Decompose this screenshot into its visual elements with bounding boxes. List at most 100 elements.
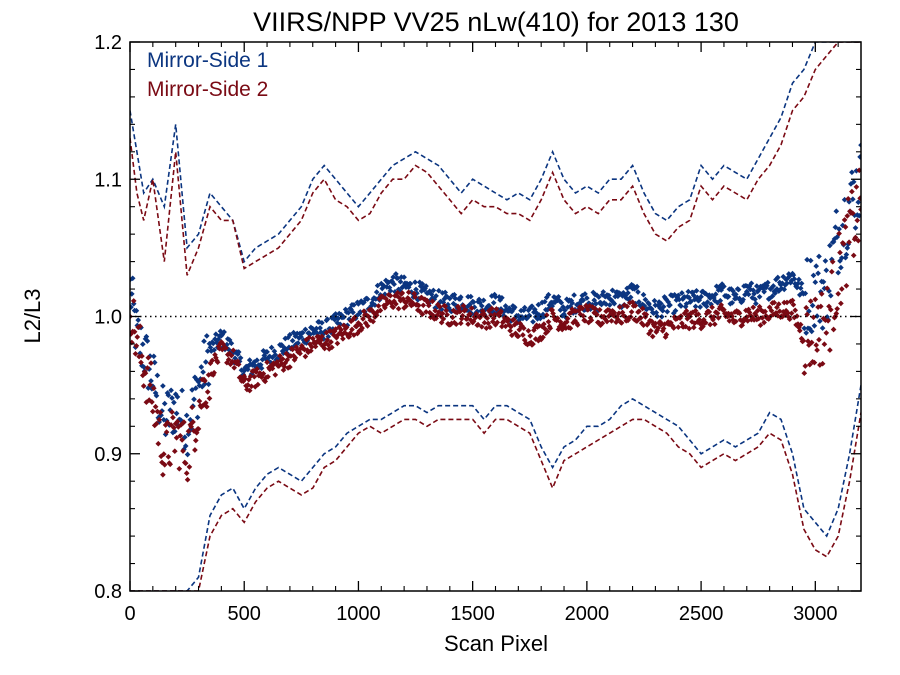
series-2-point xyxy=(639,305,646,312)
series-2-point xyxy=(180,448,186,454)
series-1-point xyxy=(205,381,212,388)
series-1-point xyxy=(571,292,577,298)
series-2-point xyxy=(833,310,840,317)
series-2-point xyxy=(817,303,824,310)
series-2-point xyxy=(203,403,210,410)
series-2-point xyxy=(515,333,522,340)
series-2-point xyxy=(840,240,847,247)
series-1-point xyxy=(802,290,809,297)
series-1-point xyxy=(651,297,658,304)
series-1-point xyxy=(595,294,602,300)
series-2-point xyxy=(771,299,778,306)
series-2-point xyxy=(395,305,402,312)
series-1-point xyxy=(798,280,805,287)
series-1-point xyxy=(838,264,844,271)
series-2-point xyxy=(165,453,172,460)
series-2-point xyxy=(152,403,159,410)
series-2-point xyxy=(130,298,137,304)
series-1-point xyxy=(822,258,829,264)
series-2-point xyxy=(325,342,332,348)
series-1-point xyxy=(611,300,618,307)
series-2-point xyxy=(647,327,654,334)
series-1-point xyxy=(148,378,154,384)
series-2-point xyxy=(812,296,819,303)
series-2-point xyxy=(837,249,843,256)
series-2-point xyxy=(604,318,610,325)
series-2-point xyxy=(457,320,464,327)
series-2-point xyxy=(179,437,185,443)
series-1-point xyxy=(161,400,168,407)
series-2-point xyxy=(185,428,192,435)
series-2-point xyxy=(189,404,195,411)
series-2-point xyxy=(775,301,782,307)
series-2-point xyxy=(520,325,527,332)
series-2-point xyxy=(297,350,303,357)
series-2-point xyxy=(599,320,606,327)
series-2-point xyxy=(624,303,630,310)
x-tick-label: 1000 xyxy=(336,603,381,625)
series-1-point xyxy=(467,293,474,300)
series-1-point xyxy=(407,280,414,287)
series-1-point xyxy=(627,294,634,301)
series-1-point xyxy=(299,329,306,336)
series-2-point xyxy=(279,356,286,362)
series-1-point xyxy=(659,307,666,314)
series-1-point xyxy=(833,208,840,215)
series-2-point xyxy=(360,316,366,322)
series-2-point xyxy=(211,369,217,376)
series-1-point xyxy=(803,330,810,336)
series-2-point xyxy=(289,346,296,353)
series-2-point xyxy=(338,326,344,333)
series-2-point xyxy=(690,324,697,331)
series-2-point xyxy=(399,290,406,296)
series-1-point xyxy=(654,313,661,320)
series-2-point xyxy=(302,353,309,360)
series-2-point xyxy=(753,312,759,319)
series-2-point xyxy=(768,307,775,314)
series-2-point xyxy=(788,310,795,317)
series-2-point xyxy=(186,464,193,470)
series-2-point xyxy=(425,302,432,309)
series-1-point xyxy=(774,274,781,281)
series-2-point xyxy=(169,409,175,415)
series-1-point xyxy=(781,286,788,293)
series-2-point xyxy=(821,341,828,348)
series-2-point xyxy=(131,328,138,335)
series-1-point xyxy=(446,295,453,302)
series-1-point xyxy=(664,308,671,315)
series-2-point xyxy=(797,321,804,328)
series-2-point xyxy=(838,286,845,292)
series-1-point xyxy=(857,154,861,160)
series-1-point xyxy=(808,328,815,335)
series-1-point xyxy=(511,304,518,311)
series-1-point xyxy=(237,355,244,361)
series-1-point xyxy=(232,355,238,362)
series-2-point xyxy=(214,359,221,366)
series-2-point xyxy=(164,419,171,426)
series-2-point xyxy=(318,337,324,344)
series-1-point xyxy=(796,276,802,283)
series-1-point xyxy=(470,299,477,305)
series-1-point xyxy=(679,290,685,296)
series-1-point xyxy=(412,279,418,286)
series-2-point xyxy=(520,332,526,338)
series-2-point xyxy=(510,316,517,323)
series-2-point xyxy=(167,461,174,468)
series-2-point xyxy=(825,317,831,324)
series-2-point xyxy=(628,309,635,315)
series-1-point xyxy=(835,269,842,276)
series-2-point xyxy=(265,373,271,380)
series-2-point xyxy=(254,366,260,372)
series-2-point xyxy=(171,448,178,455)
series-1-point xyxy=(302,326,309,333)
series-2-point xyxy=(670,325,677,331)
series-1-point xyxy=(373,289,380,295)
series-2-point xyxy=(138,359,144,366)
series-2-point xyxy=(649,333,656,340)
series-1-point xyxy=(582,291,588,297)
series-2-point xyxy=(827,306,834,313)
series-1-point xyxy=(725,293,732,300)
series-2-point xyxy=(541,321,547,327)
series-2-point xyxy=(655,325,661,331)
series-1-point xyxy=(745,291,752,298)
